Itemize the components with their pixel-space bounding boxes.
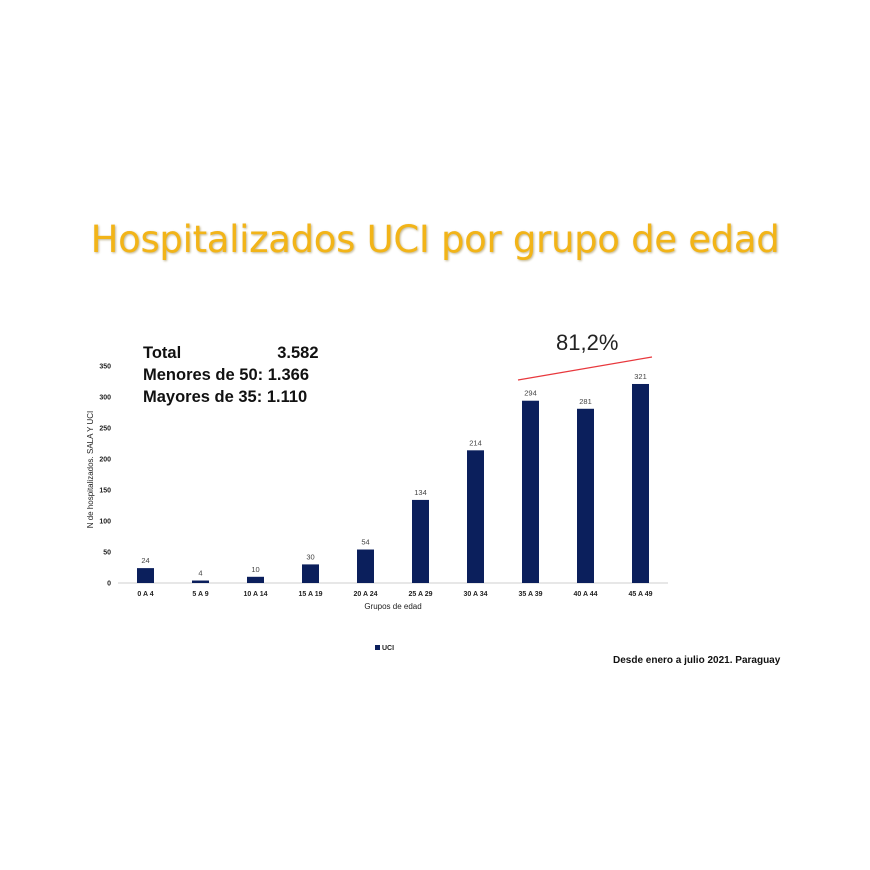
x-tick-label: 20 A 24: [354, 591, 378, 598]
legend-swatch-uci: [375, 645, 380, 650]
stat-total-label: Total: [143, 344, 182, 362]
bar: [412, 499, 429, 583]
data-label: 321: [634, 372, 647, 381]
bars: [137, 383, 649, 583]
bar: [467, 450, 484, 583]
y-axis-ticks: 0 50 100 150 200 250 300 350: [99, 364, 111, 588]
data-label: 54: [361, 538, 369, 547]
x-tick-label: 30 A 34: [464, 591, 488, 598]
stat-mayores-value: 1.110: [266, 388, 308, 406]
y-tick-label: 0: [107, 581, 111, 588]
bar: [192, 580, 209, 583]
bar: [632, 383, 649, 583]
y-tick-label: 300: [99, 395, 111, 402]
summary-stats: Total 3.582 Menores de 50: 1.366 Mayores …: [143, 342, 319, 408]
y-tick-label: 350: [99, 364, 111, 371]
y-axis-label: N de hospitalizados. SALA Y UCI: [86, 411, 95, 529]
y-tick-label: 100: [99, 519, 111, 526]
bar: [302, 564, 319, 583]
bar: [247, 576, 264, 583]
y-tick-label: 250: [99, 426, 111, 433]
data-label: 134: [414, 488, 427, 497]
data-label: 10: [251, 565, 259, 574]
x-tick-label: 5 A 9: [192, 591, 208, 598]
x-tick-label: 15 A 19: [299, 591, 323, 598]
x-axis-label: Grupos de edad: [364, 602, 421, 611]
bar: [522, 400, 539, 583]
x-tick-label: 40 A 44: [574, 591, 598, 598]
x-tick-label: 0 A 4: [137, 591, 153, 598]
data-label: 24: [141, 556, 149, 565]
data-label: 294: [524, 389, 537, 398]
legend-label-uci: UCI: [382, 645, 394, 652]
data-labels: 24 4 10 30 54 134 214 294 281 321: [141, 372, 646, 578]
x-axis-ticks: 0 A 4 5 A 9 10 A 14 15 A 19 20 A 24 25 A 29 30…: [137, 591, 652, 598]
y-tick-label: 200: [99, 457, 111, 464]
stat-total: Total 3.582: [143, 342, 319, 364]
data-label: 214: [469, 438, 482, 447]
stat-menores-label: Menores de 50:: [143, 366, 264, 384]
stat-menores-value: 1.366: [267, 366, 310, 384]
x-tick-label: 25 A 29: [409, 591, 433, 598]
bar: [577, 408, 594, 583]
stat-mayores-label: Mayores de 35:: [143, 388, 263, 406]
trend-line: [517, 356, 653, 381]
source-note: Desde enero a julio 2021. Paraguay: [613, 655, 781, 666]
bar: [357, 549, 374, 583]
data-label: 30: [306, 552, 314, 561]
data-label: 4: [198, 569, 202, 578]
chart-title: Hospitalizados UCI por grupo de edad: [90, 218, 780, 261]
data-label: 281: [579, 397, 592, 406]
x-tick-label: 10 A 14: [244, 591, 268, 598]
x-tick-label: 35 A 39: [519, 591, 543, 598]
x-tick-label: 45 A 49: [629, 591, 653, 598]
percent-annotation: 81,2%: [556, 330, 619, 355]
y-tick-label: 150: [99, 488, 111, 495]
stat-total-value: 3.582: [277, 344, 319, 362]
stat-menores: Menores de 50: 1.366: [143, 364, 319, 386]
legend: UCI: [375, 645, 394, 652]
y-tick-label: 50: [103, 550, 111, 557]
stat-mayores: Mayores de 35: 1.110: [143, 386, 319, 408]
bar: [137, 568, 154, 583]
